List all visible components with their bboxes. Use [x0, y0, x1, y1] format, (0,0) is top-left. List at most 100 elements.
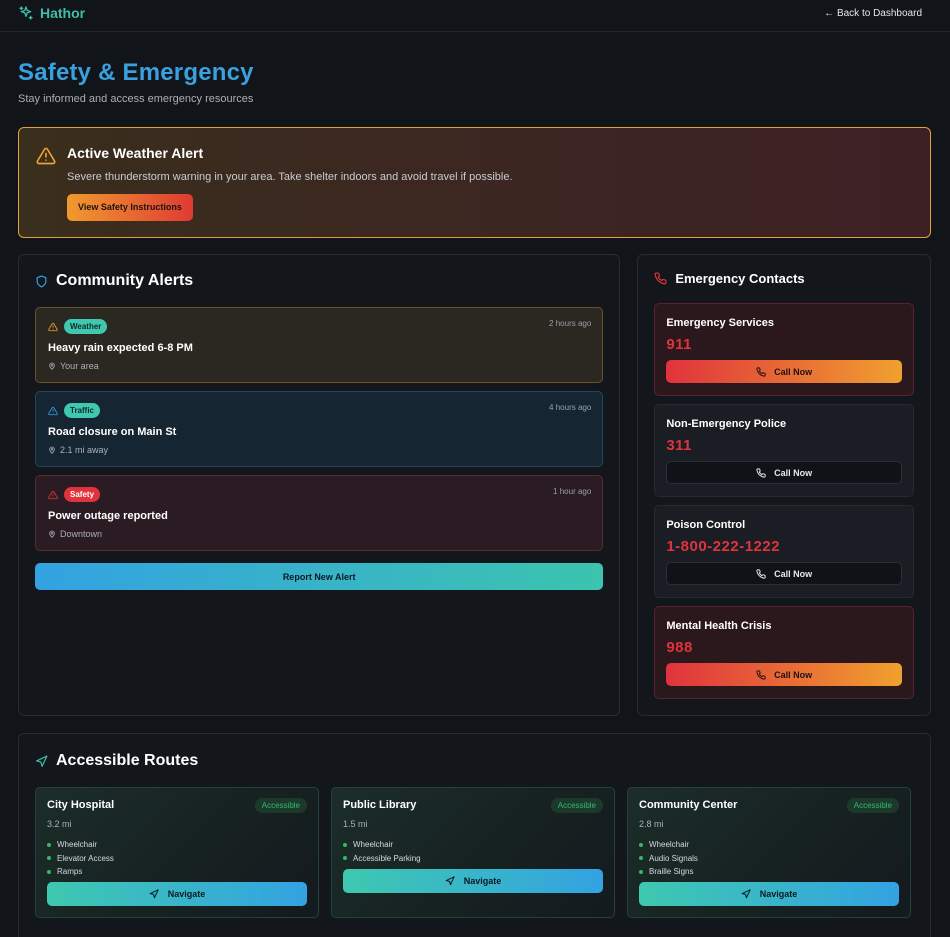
feature-item: Wheelchair [47, 838, 307, 852]
community-alert-item[interactable]: Weather 2 hours ago Heavy rain expected … [35, 307, 604, 383]
weather-alert-message: Severe thunderstorm warning in your area… [67, 171, 513, 183]
alert-location-text: 2.1 mi away [60, 445, 109, 455]
route-card-community-center: Community Center Accessible 2.8 mi Wheel… [627, 787, 911, 918]
community-alerts-header: Community Alerts [35, 272, 603, 290]
brand-logo[interactable]: Hathor [18, 5, 85, 21]
feature-item: Braille Signs [639, 865, 899, 879]
view-safety-instructions-button[interactable]: View Safety Instructions [67, 194, 193, 221]
phone-icon [756, 568, 766, 579]
shield-icon [36, 274, 47, 288]
community-alert-item[interactable]: Traffic 4 hours ago Road closure on Main… [35, 391, 604, 467]
warning-triangle-icon [48, 322, 58, 331]
navigate-button[interactable]: Navigate [343, 869, 603, 893]
page-title: Safety & Emergency [18, 59, 254, 86]
alert-header: Traffic [48, 403, 590, 418]
accessible-badge: Accessible [846, 798, 899, 813]
route-name: Public Library [343, 799, 417, 811]
call-now-label: Call Now [774, 366, 813, 377]
call-now-button[interactable]: Call Now [666, 562, 902, 585]
route-card-public-library: Public Library Accessible 1.5 mi Wheelch… [331, 787, 615, 918]
route-features: Wheelchair Accessible Parking [343, 838, 603, 865]
contact-number: 911 [666, 336, 693, 353]
warning-triangle-icon [48, 406, 58, 415]
accessible-routes-title: Accessible Routes [56, 752, 199, 769]
alert-header: Safety [48, 487, 590, 502]
route-distance: 2.8 mi [639, 819, 664, 829]
map-pin-icon [49, 362, 55, 370]
route-features: Wheelchair Audio Signals Braille Signs [639, 838, 899, 879]
feature-item: Elevator Access [47, 852, 307, 866]
navigate-button[interactable]: Navigate [639, 882, 899, 906]
back-to-dashboard-link[interactable]: ← Back to Dashboard [824, 7, 922, 19]
route-name: City Hospital [47, 799, 115, 811]
community-alerts-panel: Community Alerts Weather 2 hours ago Hea… [18, 254, 621, 716]
sparkle-icon [19, 6, 33, 20]
call-now-button[interactable]: Call Now [666, 461, 902, 484]
navigation-arrow-icon [36, 754, 48, 767]
alert-tag-badge: Traffic [64, 403, 101, 418]
contact-name: Mental Health Crisis [666, 620, 772, 632]
alert-title: Road closure on Main St [48, 426, 177, 438]
brand-name: Hathor [40, 5, 86, 21]
feature-item: Accessible Parking [343, 852, 603, 866]
navigation-arrow-icon [741, 889, 751, 899]
route-distance: 3.2 mi [47, 819, 72, 829]
navigation-arrow-icon [445, 876, 455, 886]
alert-timestamp: 2 hours ago [549, 319, 592, 328]
contact-name: Emergency Services [666, 317, 774, 329]
call-now-label: Call Now [774, 669, 813, 680]
call-now-button[interactable]: Call Now [666, 360, 902, 383]
alert-tag-badge: Weather [64, 319, 108, 334]
weather-alert-title: Active Weather Alert [67, 145, 204, 161]
warning-triangle-icon [48, 490, 58, 499]
route-distance: 1.5 mi [343, 819, 368, 829]
contact-number: 988 [666, 639, 693, 656]
navigate-button[interactable]: Navigate [47, 882, 307, 906]
alert-location-text: Downtown [60, 529, 103, 539]
phone-icon [654, 272, 667, 285]
route-cards: City Hospital Accessible 3.2 mi Wheelcha… [35, 787, 914, 918]
accessible-routes-header: Accessible Routes [35, 752, 914, 770]
emergency-contacts-panel: Emergency Contacts Emergency Services 91… [637, 254, 931, 716]
alert-timestamp: 4 hours ago [549, 403, 592, 412]
alert-location: Downtown [48, 529, 590, 539]
call-now-label: Call Now [774, 568, 813, 579]
accessible-badge: Accessible [254, 798, 307, 813]
alert-tag-badge: Safety [64, 487, 101, 502]
map-pin-icon [49, 530, 55, 538]
contact-name: Poison Control [666, 519, 746, 531]
call-now-label: Call Now [774, 467, 813, 478]
map-pin-icon [49, 446, 55, 454]
navigation-arrow-icon [149, 889, 159, 899]
weather-alert-banner: Active Weather Alert Severe thunderstorm… [18, 127, 931, 238]
alerts-contacts-row: Community Alerts Weather 2 hours ago Hea… [18, 254, 931, 716]
navigate-label: Navigate [167, 889, 206, 899]
phone-icon [756, 669, 766, 680]
alert-timestamp: 1 hour ago [553, 487, 592, 496]
contact-card-poison-control: Poison Control 1-800-222-1222 Call Now [654, 505, 914, 598]
report-new-alert-button[interactable]: Report New Alert [35, 563, 604, 590]
alert-location-text: Your area [60, 361, 99, 371]
contact-name: Non-Emergency Police [666, 418, 787, 430]
call-now-button[interactable]: Call Now [666, 663, 902, 686]
contact-card-emergency-services: Emergency Services 911 Call Now [654, 303, 914, 396]
emergency-contacts-header: Emergency Contacts [654, 271, 914, 286]
route-name: Community Center [639, 799, 738, 811]
contact-card-mental-health-crisis: Mental Health Crisis 988 Call Now [654, 606, 914, 699]
accessible-badge: Accessible [550, 798, 603, 813]
navigate-label: Navigate [463, 876, 502, 886]
feature-item: Wheelchair [343, 838, 603, 852]
top-bar: Hathor ← Back to Dashboard [0, 0, 950, 32]
navigate-label: Navigate [759, 889, 798, 899]
feature-item: Ramps [47, 865, 307, 879]
alert-header: Weather [48, 319, 590, 334]
alert-location: Your area [48, 361, 590, 371]
alert-title: Power outage reported [48, 510, 168, 522]
page-header: Safety & Emergency Stay informed and acc… [0, 37, 950, 105]
route-features: Wheelchair Elevator Access Ramps [47, 838, 307, 879]
contact-number: 311 [666, 437, 693, 454]
route-card-city-hospital: City Hospital Accessible 3.2 mi Wheelcha… [35, 787, 319, 918]
community-alert-item[interactable]: Safety 1 hour ago Power outage reported … [35, 475, 604, 551]
phone-icon [756, 467, 766, 478]
feature-item: Audio Signals [639, 852, 899, 866]
